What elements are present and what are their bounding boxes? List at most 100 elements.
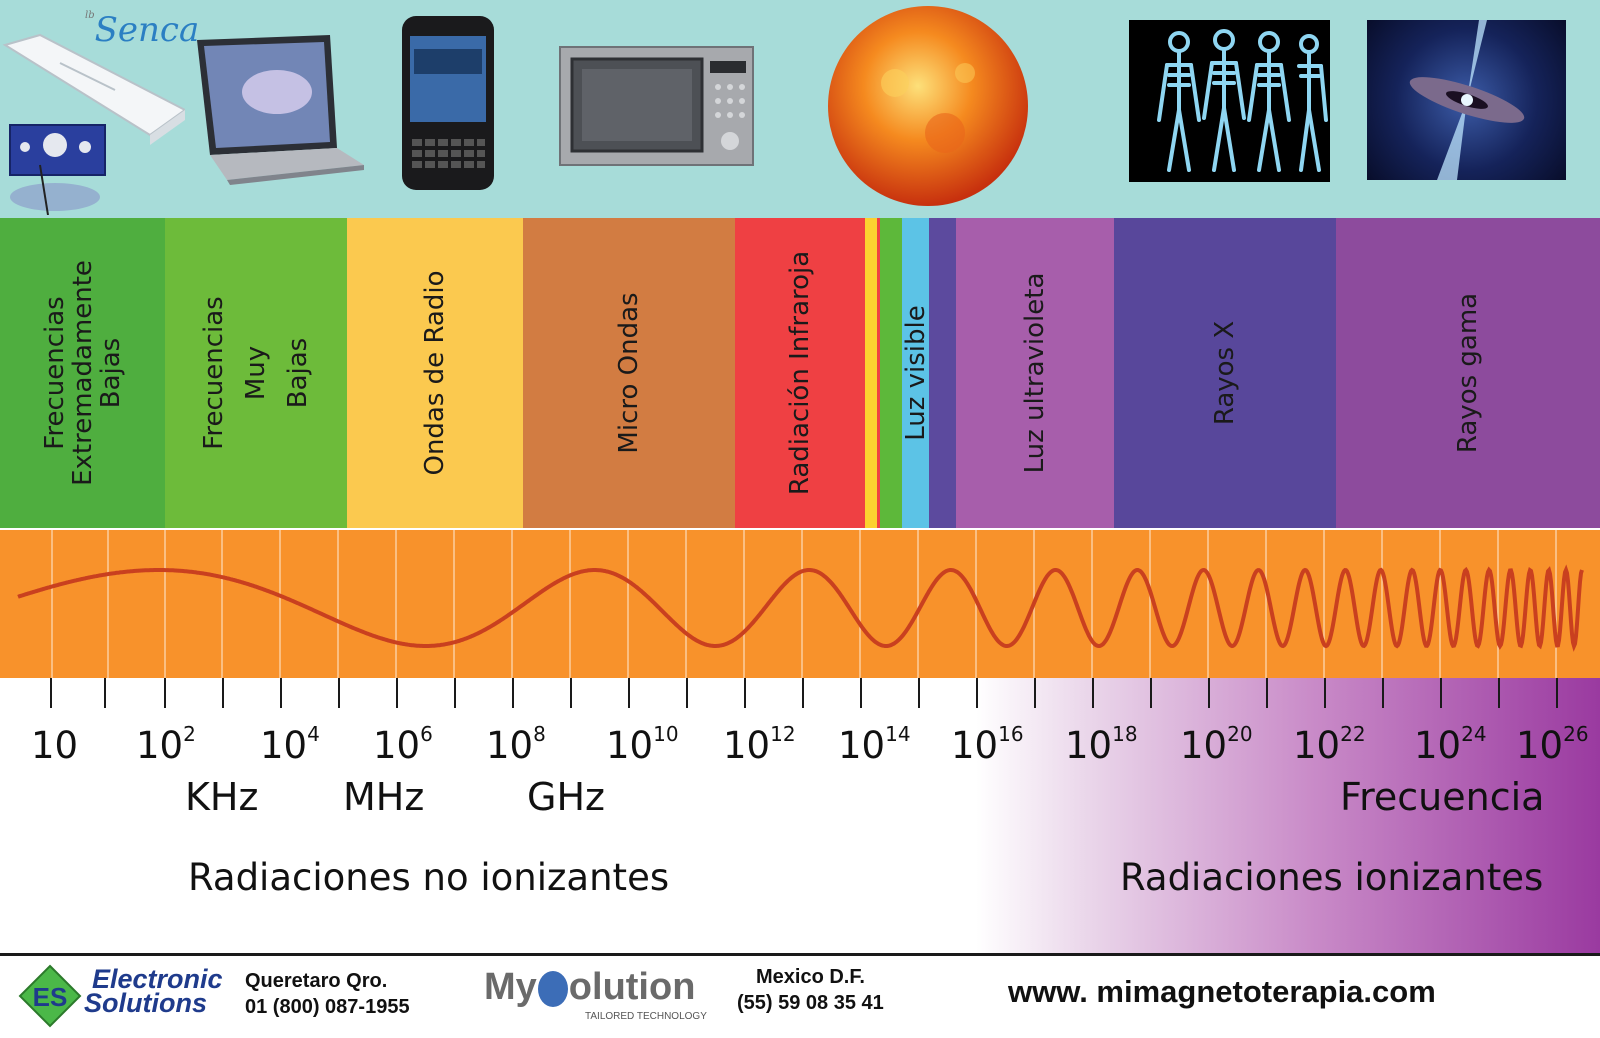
tick-label-1e12: 1012 — [723, 722, 796, 767]
electronic-solutions-logo: ES — [18, 964, 82, 1028]
band-visible-green — [880, 218, 902, 528]
axis-title: Frecuencia — [1340, 775, 1545, 819]
mysolution-s-icon — [537, 970, 568, 1007]
unit-mhz: MHz — [343, 775, 425, 819]
band-label: Ondas de Radio — [420, 270, 450, 476]
scale-tick — [164, 678, 166, 708]
scale-tick — [104, 678, 106, 708]
phone-mexico: (55) 59 08 35 41 — [737, 992, 884, 1014]
es-diamond-icon: ES — [18, 964, 82, 1028]
band-visible-violet — [929, 218, 956, 528]
band-label: Rayos gama — [1453, 292, 1483, 454]
band-label-line: Bajas — [283, 337, 313, 409]
band-label-line: Frecuencias — [39, 296, 70, 450]
scale-tick — [1440, 678, 1442, 708]
scale-tick — [1556, 678, 1558, 708]
frequency-scale-area: 10 102 104 106 108 1010 1012 1014 1016 1… — [0, 678, 1600, 953]
tick-label-1e10: 1010 — [606, 722, 679, 767]
band-gamma-rays: Rayos gama — [1336, 218, 1600, 528]
microwave-icon — [558, 45, 755, 167]
scale-tick — [802, 678, 804, 708]
scale-tick — [396, 678, 398, 708]
frequency-wave-line — [17, 564, 1584, 652]
phone-queretaro: 01 (800) 087-1955 — [245, 996, 410, 1018]
scale-tick — [1208, 678, 1210, 708]
band-label: Micro Ondas — [614, 292, 644, 454]
band-microwaves: Micro Ondas — [523, 218, 735, 528]
brand1-line2: Solutions — [84, 988, 207, 1018]
scale-tick — [1092, 678, 1094, 708]
tick-label-1e1: 10 — [31, 724, 79, 767]
band-label-line: Extremadamente — [67, 260, 98, 486]
laptop-icon — [192, 30, 364, 185]
city-mexico: Mexico D.F. — [756, 966, 865, 988]
band-infrared: Radiación Infraroja — [735, 218, 865, 528]
wave-background — [0, 530, 1600, 678]
scale-tick — [1266, 678, 1268, 708]
scale-tick — [280, 678, 282, 708]
brand1-line1: Electronic — [92, 964, 223, 994]
tick-label-1e6: 106 — [373, 722, 433, 767]
scale-tick — [628, 678, 630, 708]
non-ionizing-label: Radiaciones no ionizantes — [188, 856, 670, 899]
band-x-rays: Rayos X — [1114, 218, 1336, 528]
scale-tick — [1034, 678, 1036, 708]
scale-tick — [338, 678, 340, 708]
band-visible-light: Luz visible — [902, 218, 929, 528]
scale-tick — [50, 678, 52, 708]
scale-tick — [1324, 678, 1326, 708]
scale-tick — [976, 678, 978, 708]
scale-tick — [1150, 678, 1152, 708]
es-mark-text: ES — [33, 982, 68, 1012]
quasar-icon — [1367, 20, 1566, 180]
band-very-low-frequency: Frecuencias Muy Bajas — [165, 218, 347, 528]
unit-khz: KHz — [185, 775, 259, 819]
tick-label-1e18: 1018 — [1065, 722, 1138, 767]
scale-tick — [512, 678, 514, 708]
scale-tick — [860, 678, 862, 708]
tick-label-1e26: 1026 — [1516, 722, 1589, 767]
tick-label-1e14: 1014 — [838, 722, 911, 767]
tick-label-1e4: 104 — [260, 722, 320, 767]
band-label: Luz ultravioleta — [1020, 272, 1050, 474]
tick-label-1e2: 102 — [136, 722, 196, 767]
unit-ghz: GHz — [527, 775, 605, 819]
band-label-line: Bajas — [95, 337, 126, 409]
band-label: Rayos X — [1210, 320, 1240, 426]
band-label: Luz visible — [902, 305, 929, 441]
band-label-line: Frecuencias — [199, 296, 229, 450]
website-link[interactable]: www. mimagnetoterapia.com — [1008, 974, 1436, 1009]
scale-tick — [454, 678, 456, 708]
spectrum-bands: Frecuencias Extremadamente Bajas Frecuen… — [0, 218, 1600, 528]
band-label-line: Muy — [241, 345, 271, 401]
scale-tick — [222, 678, 224, 708]
mysolution-logo: My olution — [484, 966, 696, 1008]
band-visible-yellow — [865, 218, 877, 528]
city-queretaro: Queretaro Qro. — [245, 970, 388, 992]
magnetotherapy-device-icon — [0, 15, 187, 216]
band-label: Radiación Infraroja — [785, 250, 815, 496]
scale-tick — [744, 678, 746, 708]
senca-logo: lbSenca — [85, 10, 200, 50]
band-ultraviolet: Luz ultravioleta — [956, 218, 1114, 528]
tick-label-1e22: 1022 — [1293, 722, 1366, 767]
tick-label-1e20: 1020 — [1180, 722, 1253, 767]
tick-label-1e16: 1016 — [951, 722, 1024, 767]
smartphone-icon — [400, 14, 496, 192]
xray-skeletons-icon — [1129, 20, 1330, 182]
wave-diagram — [0, 530, 1600, 678]
band-radio-waves: Ondas de Radio — [347, 218, 523, 528]
scale-tick — [686, 678, 688, 708]
scale-tick — [570, 678, 572, 708]
band-visible-red — [877, 218, 880, 528]
scale-tick — [918, 678, 920, 708]
mysolution-tagline: TAILORED TECHNOLOGY — [585, 1011, 707, 1022]
tick-label-1e24: 1024 — [1414, 722, 1487, 767]
tick-label-1e8: 108 — [486, 722, 546, 767]
band-extremely-low-frequency: Frecuencias Extremadamente Bajas — [0, 218, 165, 528]
device-images-strip: lbSenca — [0, 0, 1600, 218]
scale-tick — [1382, 678, 1384, 708]
scale-tick — [1498, 678, 1500, 708]
footer: ES Electronic Solutions Queretaro Qro. 0… — [0, 953, 1600, 1038]
wave-svg — [0, 530, 1600, 678]
